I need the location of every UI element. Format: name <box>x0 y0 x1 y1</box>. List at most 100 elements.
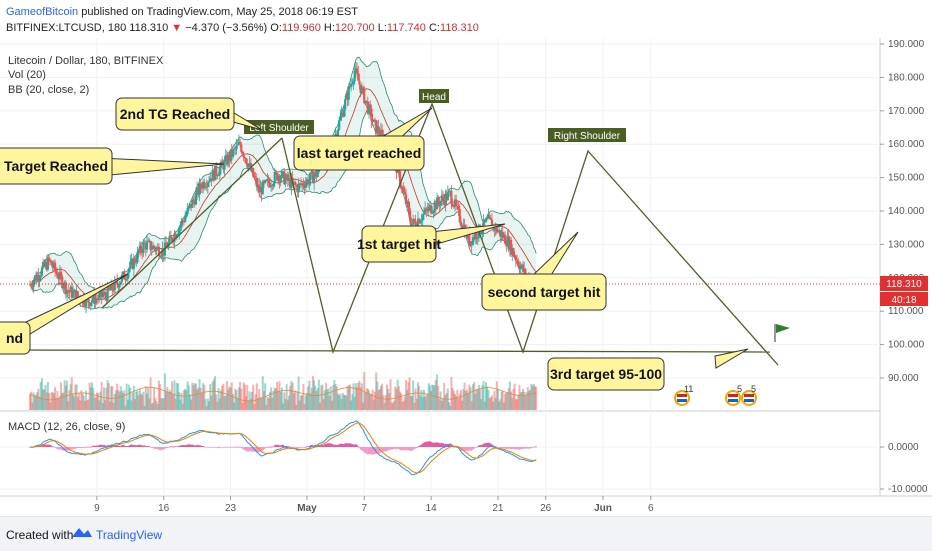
volume-bar <box>360 383 363 410</box>
volume-bar <box>419 395 422 410</box>
macd-histogram-bar <box>191 444 194 447</box>
macd-histogram-bar <box>195 445 197 447</box>
macd-histogram-bar <box>196 444 199 447</box>
macd-histogram-bar <box>444 443 447 447</box>
author-link[interactable]: GameofBitcoin <box>6 6 79 18</box>
macd-histogram-bar <box>405 447 407 451</box>
volume-bar <box>211 381 214 410</box>
volume-bar <box>479 389 482 410</box>
volume-bar <box>190 399 193 410</box>
macd-histogram-bar <box>365 447 368 454</box>
candle-body <box>229 149 232 161</box>
volume-bar <box>200 393 203 410</box>
macd-histogram-bar <box>400 447 403 451</box>
candle-body <box>49 259 52 261</box>
macd-histogram-bar <box>141 445 144 447</box>
volume-bar <box>38 396 41 410</box>
candle-body <box>339 116 342 121</box>
volume-bar <box>52 392 55 410</box>
volume-bar <box>154 398 157 410</box>
macd-histogram-bar <box>146 446 148 447</box>
macd-histogram-bar <box>383 447 386 452</box>
volume-bar <box>257 398 260 410</box>
candle-body <box>155 247 158 251</box>
volume-bar <box>108 401 111 410</box>
published-text: published on TradingView.com, May 25, 20… <box>81 6 359 18</box>
volume-bar <box>197 387 200 410</box>
candle-body <box>457 206 460 209</box>
volume-bar <box>382 395 385 410</box>
event-flag-icon[interactable]: 5 <box>741 384 757 406</box>
macd-label[interactable]: MACD (12, 26, close, 9) <box>8 421 125 433</box>
macd-histogram-bar <box>74 447 77 449</box>
volume-bar <box>75 384 78 410</box>
candle-body <box>366 101 369 114</box>
volume-bar <box>523 391 526 410</box>
volume-bar <box>377 390 380 410</box>
candle-body <box>256 184 260 188</box>
volume-bar <box>432 384 435 410</box>
candle-body <box>131 259 134 269</box>
volume-bar <box>167 392 170 410</box>
event-flag-icon[interactable]: 11 <box>674 384 693 406</box>
candle-body <box>190 203 193 208</box>
macd-histogram-bar <box>439 443 442 447</box>
macd-histogram-bar <box>501 447 504 449</box>
volume-bar <box>442 398 445 410</box>
candle-body <box>217 175 220 176</box>
indicator-volume[interactable]: Vol (20) <box>8 69 46 81</box>
macd-histogram-bar <box>350 443 353 447</box>
candle-body <box>231 149 235 157</box>
macd-histogram-bar <box>387 447 390 450</box>
macd-histogram-bar <box>434 442 437 447</box>
volume-bar <box>397 386 400 410</box>
indicator-bb[interactable]: BB (20, close, 2) <box>8 84 89 96</box>
candle-body <box>490 219 494 229</box>
volume-bar <box>88 382 91 410</box>
macd-histogram-bar <box>171 446 173 448</box>
price-change: −4.370 (−3.56%) <box>185 22 268 34</box>
volume-bar <box>341 392 344 410</box>
volume-bar <box>87 399 90 410</box>
volume-bar <box>289 385 292 410</box>
volume-bar <box>182 390 185 410</box>
time-axis[interactable]: 9 16 23 May 7 14 21 26 Jun 6 <box>94 496 654 514</box>
head-label: Head <box>422 92 446 103</box>
candle-body <box>514 256 517 261</box>
event-count: 5 <box>737 384 742 394</box>
volume-bar <box>113 393 116 410</box>
price-chart[interactable]: Left Shoulder Head Right Shoulder 2nd TG… <box>0 38 932 516</box>
price-axis[interactable]: 190.000 180.000 170.000 160.000 150.000 140.0… <box>880 39 925 384</box>
macd-histogram-bar <box>189 444 191 447</box>
callout-last-target: last target reached <box>293 107 433 171</box>
volume-bar <box>438 398 441 410</box>
volume-bar <box>228 386 231 410</box>
macd-histogram-bar <box>525 447 528 449</box>
volume-bar <box>81 393 84 410</box>
candle-body <box>401 187 404 189</box>
macd-histogram-bar <box>413 447 416 449</box>
macd-histogram-bar <box>388 447 391 450</box>
macd-histogram-bar <box>134 445 136 447</box>
volume-bar <box>32 392 35 410</box>
macd-histogram-bar <box>530 447 533 449</box>
candle-body <box>484 219 488 223</box>
macd-histogram-bar <box>381 447 384 452</box>
candle-body <box>493 224 496 231</box>
candle-body <box>168 235 171 242</box>
candle-body <box>310 171 313 173</box>
macd-histogram-bar <box>51 446 54 448</box>
volume-bar <box>194 383 197 410</box>
macd-histogram-bar <box>122 445 125 447</box>
event-flag-icon[interactable]: 5 <box>725 384 742 406</box>
tradingview-brand-link[interactable]: TradingView <box>96 528 163 542</box>
volume-bar <box>500 391 503 410</box>
candle-body <box>487 214 490 219</box>
candle-body <box>213 166 217 181</box>
volume-bar <box>334 383 337 410</box>
volume-bar <box>86 400 89 410</box>
high-value: 120.700 <box>334 22 375 34</box>
volume-bar <box>143 405 146 410</box>
macd-histogram-bar <box>153 447 156 449</box>
callout-2nd-tg: 2nd TG Reached <box>115 97 263 131</box>
